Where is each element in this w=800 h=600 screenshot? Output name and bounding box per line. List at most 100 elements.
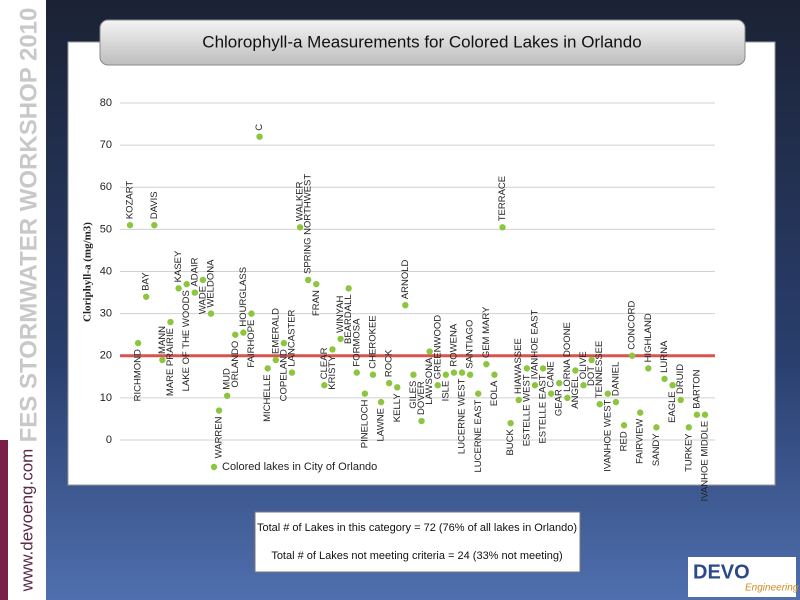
data-point: [142, 293, 150, 300]
y-tick-label: 80: [100, 97, 112, 109]
data-point: [612, 398, 620, 406]
data-point: [564, 394, 571, 402]
point-label: DANIEL: [610, 362, 621, 396]
data-point: [410, 371, 417, 378]
point-label: GREENWOOD: [432, 315, 443, 380]
data-point: [677, 396, 684, 404]
point-label: IVANHOE EAST: [529, 310, 540, 380]
point-label: BUCK: [505, 428, 516, 455]
data-point: [685, 424, 693, 431]
point-label: IVANHOE WEST: [602, 399, 613, 471]
data-point: [394, 384, 401, 391]
point-label: LUCERNE WEST: [457, 378, 468, 454]
point-label: CLEAR: [319, 347, 330, 379]
data-point: [661, 375, 668, 383]
data-point: [191, 289, 198, 296]
data-point: [402, 302, 409, 309]
point-label: BAY: [141, 272, 152, 291]
data-point: [361, 390, 369, 397]
point-label: LAWNE: [376, 408, 387, 441]
data-point: [572, 367, 579, 374]
point-label: BEARDALL: [343, 294, 354, 344]
point-label: KRISTY: [327, 355, 338, 390]
data-point: [199, 276, 207, 284]
point-label: CANE: [546, 361, 557, 387]
point-label: SANDY: [651, 433, 662, 466]
point-label: CONCORD: [627, 301, 638, 350]
title-box: [99, 19, 746, 66]
point-label: ADAIR: [189, 257, 200, 286]
data-point: [466, 371, 474, 378]
data-point: [475, 390, 482, 397]
point-label: MARE PRAIRIE: [165, 328, 176, 396]
data-point: [507, 419, 514, 427]
data-point: [337, 335, 344, 343]
data-point: [296, 224, 304, 231]
plot: 0 10 20 30 40 50 60 70 80 KOZART RICHMOND BAY DAVIS M…: [100, 97, 715, 501]
point-label: MUD: [222, 368, 233, 390]
data-point: [539, 365, 547, 372]
point-label: WELDONA: [206, 259, 217, 308]
data-point: [272, 356, 279, 364]
point-label: SANTIAGO: [465, 320, 476, 369]
point-label: WALKER: [295, 181, 306, 221]
data-point: [134, 339, 142, 347]
point-label: ESTELLE WEST: [521, 374, 532, 446]
logo-name: DEVO: [693, 561, 750, 583]
website: www.devoeng.com: [17, 449, 36, 593]
data-point: [450, 369, 458, 376]
data-point: [304, 276, 312, 284]
point-label: KASEY: [173, 250, 184, 282]
point-label: WINYAH: [335, 295, 346, 332]
data-point: [620, 422, 628, 429]
point-label: TENNESSEE: [594, 341, 605, 399]
sidebar-accent: [0, 440, 8, 600]
data-point: [426, 348, 433, 355]
data-point: [377, 398, 385, 406]
data-point: [264, 365, 271, 372]
point-label: FAIRHOPE: [246, 320, 257, 368]
data-point: [256, 133, 263, 140]
data-point: [653, 424, 660, 431]
data-point: [369, 371, 377, 378]
point-label: RICHMOND: [133, 349, 144, 401]
data-point: [151, 221, 158, 229]
data-point: [596, 400, 603, 408]
data-point: [434, 382, 441, 389]
point-label: FRAN: [311, 290, 322, 316]
data-point: [329, 346, 336, 353]
data-point: [321, 382, 328, 389]
data-point: [515, 396, 522, 404]
data-point: [288, 369, 296, 376]
data-point: [240, 329, 247, 336]
point-label: IVANHOE MIDDLE: [700, 421, 711, 502]
data-point: [701, 411, 709, 418]
data-point: [353, 369, 360, 376]
point-label: DRUID: [675, 364, 686, 394]
data-point: [223, 392, 231, 399]
data-point: [126, 221, 134, 229]
chart-title: Chlorophyll-a Measurements for Colored L…: [202, 32, 641, 51]
point-label: ESTELLE EAST: [538, 374, 549, 443]
data-point: [628, 352, 636, 359]
point-label: BARTON: [691, 369, 702, 408]
data-point: [458, 369, 466, 376]
data-point: [167, 318, 174, 326]
data-point: [442, 371, 450, 378]
point-label: EOLA: [489, 380, 500, 406]
point-label: LANCASTER: [286, 309, 297, 366]
point-label: EMERALD: [270, 308, 281, 354]
data-point: [345, 285, 352, 292]
point-label: TERRACE: [497, 176, 508, 221]
y-tick-label: 30: [100, 308, 112, 320]
chart-area: [67, 41, 776, 486]
point-label: HIGHLAND: [643, 313, 654, 362]
data-point: [418, 417, 425, 425]
point-label: WADE: [197, 286, 208, 314]
point-label: ARNOLD: [400, 259, 411, 299]
summary-box: [254, 511, 581, 573]
point-label: ROCK: [384, 349, 395, 377]
workshop-title: FES STORMWATER WORKSHOP 2010: [15, 8, 42, 443]
data-point: [313, 280, 320, 288]
